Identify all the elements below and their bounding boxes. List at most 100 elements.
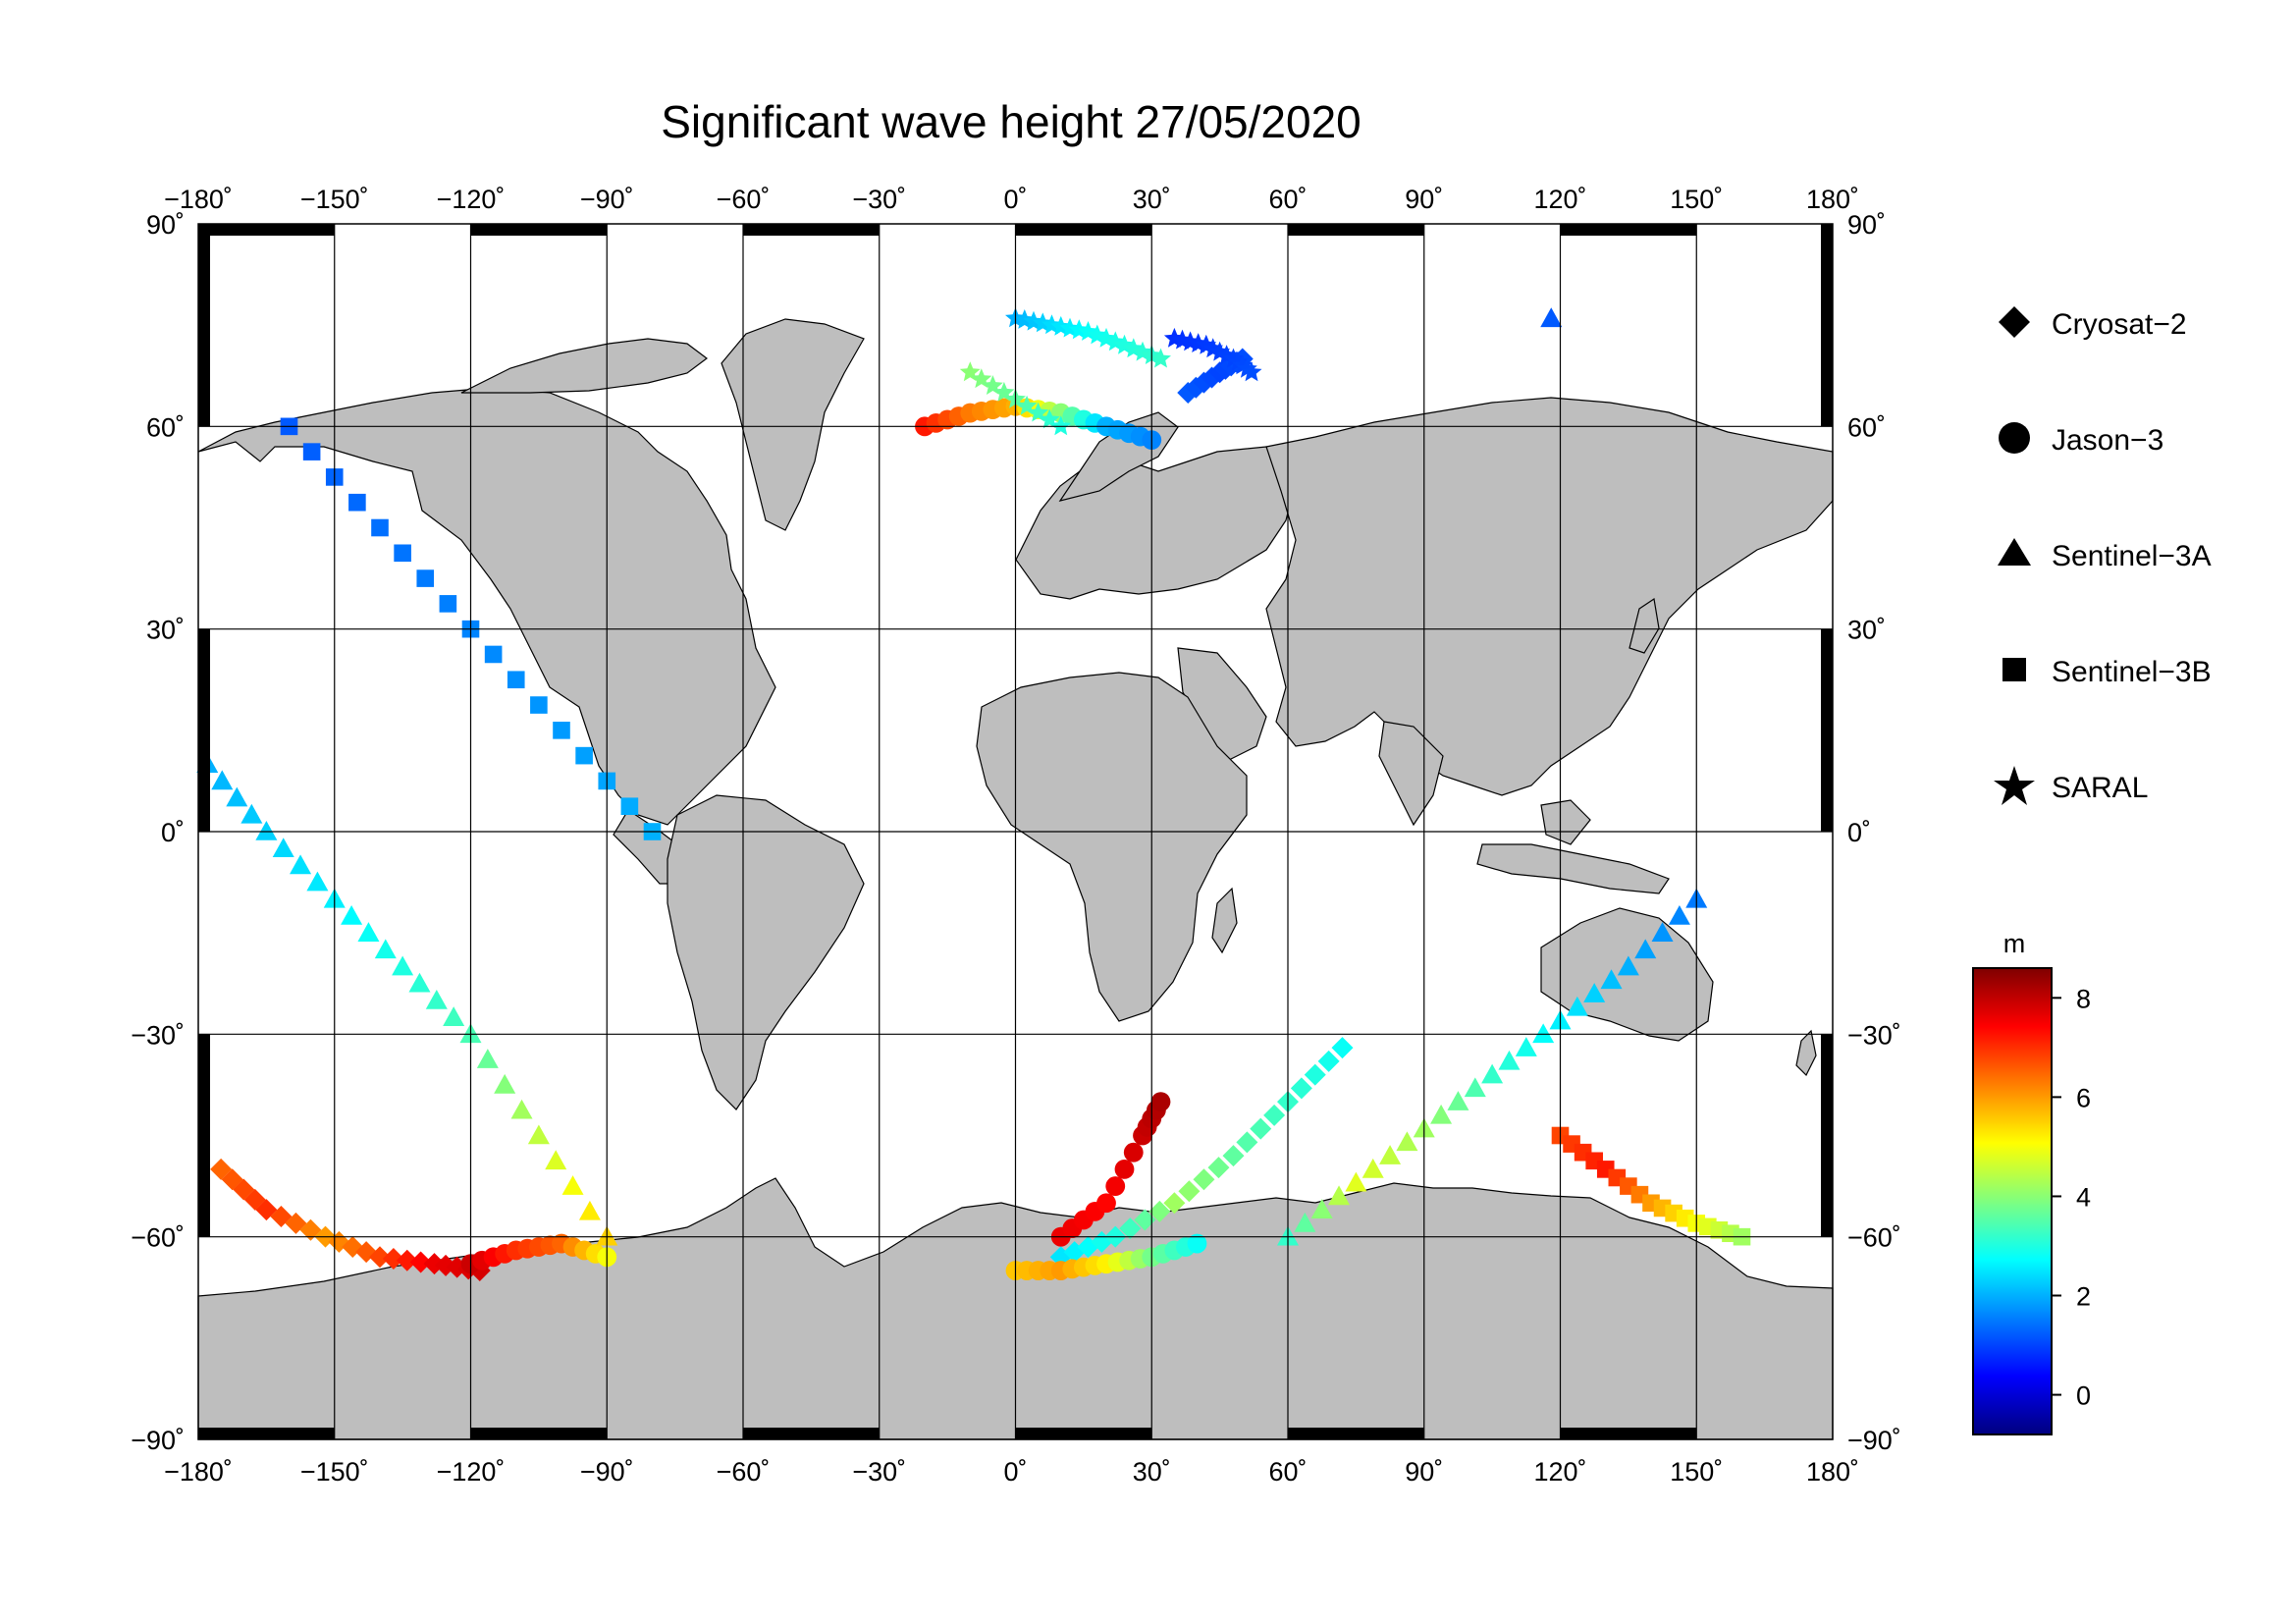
track-point bbox=[1668, 904, 1690, 925]
satellite-legend: Cryosat−2 Jason−3 Sentinel−3A Sentinel−3… bbox=[1994, 306, 2212, 805]
track-point bbox=[1241, 361, 1262, 382]
track-point bbox=[1464, 1077, 1486, 1098]
lon-ticks-top: −180˚ −150˚ −120˚ −90˚ −60˚ −30˚ 0˚ 30˚ 60˚ 90˚ 12… bbox=[164, 185, 1859, 214]
lon-tick-label-bottom: −150˚ bbox=[300, 1457, 369, 1487]
chart-title: Significant wave height 27/05/2020 bbox=[661, 96, 1362, 147]
lat-tick-label-right: 90˚ bbox=[1847, 210, 1886, 240]
track-point bbox=[348, 493, 366, 512]
track-point bbox=[1134, 1209, 1156, 1231]
legend-item-jason: Jason−3 bbox=[1999, 422, 2163, 457]
track-point bbox=[1396, 1131, 1418, 1152]
track-point bbox=[1583, 983, 1606, 1002]
track-point bbox=[1362, 1158, 1384, 1178]
square-icon bbox=[2002, 658, 2026, 681]
frame-segment bbox=[1821, 628, 1833, 832]
lon-tick-label-bottom: −60˚ bbox=[717, 1457, 771, 1487]
track-point bbox=[1163, 1192, 1186, 1215]
track-point bbox=[1481, 1063, 1504, 1084]
frame-segment bbox=[198, 224, 335, 236]
lon-tick-label-top: 180˚ bbox=[1806, 185, 1859, 214]
colorbar-tick-label: 6 bbox=[2076, 1083, 2091, 1112]
diamond-icon bbox=[1999, 306, 2030, 338]
track-point bbox=[357, 922, 380, 942]
track-point bbox=[1566, 996, 1588, 1016]
frame-segment bbox=[470, 1428, 608, 1439]
lon-tick-label-bottom: −30˚ bbox=[852, 1457, 906, 1487]
legend-item-sentinel3b: Sentinel−3B bbox=[2002, 656, 2212, 688]
frame-segment bbox=[1015, 224, 1152, 236]
series-square bbox=[280, 417, 1751, 1246]
track-point bbox=[1430, 1104, 1453, 1124]
frame-segment bbox=[1560, 224, 1697, 236]
track-point bbox=[1540, 307, 1563, 328]
track-point bbox=[545, 1150, 567, 1170]
lon-tick-label-bottom: −120˚ bbox=[437, 1457, 506, 1487]
graticule bbox=[198, 224, 1833, 1439]
track-point bbox=[1193, 1168, 1215, 1191]
map-border bbox=[198, 224, 1833, 1439]
land-asia bbox=[1265, 397, 1834, 796]
lat-tick-label-left: −90˚ bbox=[131, 1426, 185, 1455]
frame-segment bbox=[743, 1428, 880, 1439]
track-point bbox=[1498, 1050, 1521, 1070]
colorbar-tick-label: 2 bbox=[2076, 1282, 2091, 1312]
lat-tick-label-right: −30˚ bbox=[1847, 1020, 1901, 1050]
track-point bbox=[1150, 348, 1171, 368]
track-point bbox=[476, 1049, 499, 1068]
frame-segment bbox=[198, 1428, 335, 1439]
lon-tick-label-top: −120˚ bbox=[437, 185, 506, 214]
track-point bbox=[993, 381, 1015, 402]
track-point bbox=[1236, 1131, 1258, 1154]
track-point bbox=[484, 645, 503, 664]
colorbar-unit: m bbox=[2003, 929, 2026, 958]
track-point bbox=[507, 671, 525, 689]
track-point bbox=[530, 696, 548, 714]
track-point bbox=[1634, 939, 1657, 959]
track-point bbox=[1222, 1145, 1245, 1167]
lon-ticks-bottom: −180˚ −150˚ −120˚ −90˚ −60˚ −30˚ 0˚ 30˚ 60˚ 90˚ 12… bbox=[164, 1457, 1859, 1487]
lon-tick-label-top: 120˚ bbox=[1533, 185, 1586, 214]
lat-ticks-left: 90˚ 60˚ 30˚ 0˚ −30˚ −60˚ −90˚ bbox=[131, 210, 185, 1455]
colorbar-ramp bbox=[1972, 967, 2053, 1435]
colorbar-tick-label: 8 bbox=[2076, 984, 2091, 1013]
star-icon bbox=[1994, 766, 2035, 805]
track-point bbox=[1651, 922, 1674, 942]
track-point bbox=[1310, 1199, 1333, 1218]
colorbar-tick-label: 4 bbox=[2076, 1182, 2091, 1212]
legend-item-saral: SARAL bbox=[1994, 766, 2148, 805]
track-point bbox=[1119, 1217, 1142, 1240]
lon-tick-label-bottom: 120˚ bbox=[1533, 1457, 1586, 1487]
legend-label-saral: SARAL bbox=[2052, 772, 2148, 804]
frame-segment bbox=[1821, 224, 1833, 427]
track-point bbox=[396, 1249, 418, 1271]
track-point bbox=[392, 955, 414, 976]
lon-tick-label-top: −30˚ bbox=[852, 185, 906, 214]
track-point bbox=[416, 569, 435, 587]
track-point bbox=[1050, 415, 1072, 436]
lat-tick-label-left: −30˚ bbox=[131, 1020, 185, 1050]
track-point bbox=[1263, 1104, 1286, 1126]
track-point bbox=[290, 854, 312, 875]
track-point bbox=[1532, 1023, 1555, 1044]
track-point bbox=[1290, 1077, 1312, 1100]
frame-segment bbox=[470, 224, 608, 236]
track-point bbox=[620, 797, 639, 816]
frame-segment bbox=[198, 1034, 210, 1237]
track-point bbox=[382, 1248, 404, 1271]
track-point bbox=[1447, 1091, 1469, 1110]
track-point bbox=[226, 786, 248, 807]
lon-tick-label-top: 90˚ bbox=[1405, 185, 1443, 214]
legend-label-sentinel3a: Sentinel−3A bbox=[2052, 540, 2212, 572]
track-point bbox=[1379, 1145, 1402, 1164]
track-point bbox=[1294, 1212, 1316, 1232]
track-point bbox=[443, 1006, 465, 1026]
satellite-tracks bbox=[196, 307, 1751, 1282]
legend-item-sentinel3a: Sentinel−3A bbox=[1998, 538, 2212, 572]
frame-segment bbox=[198, 628, 210, 832]
land-japan bbox=[1629, 597, 1660, 654]
track-point bbox=[561, 1175, 584, 1195]
frame-segment bbox=[743, 224, 880, 236]
legend-label-jason: Jason−3 bbox=[2052, 424, 2163, 457]
lon-tick-label-top: 30˚ bbox=[1133, 185, 1171, 214]
